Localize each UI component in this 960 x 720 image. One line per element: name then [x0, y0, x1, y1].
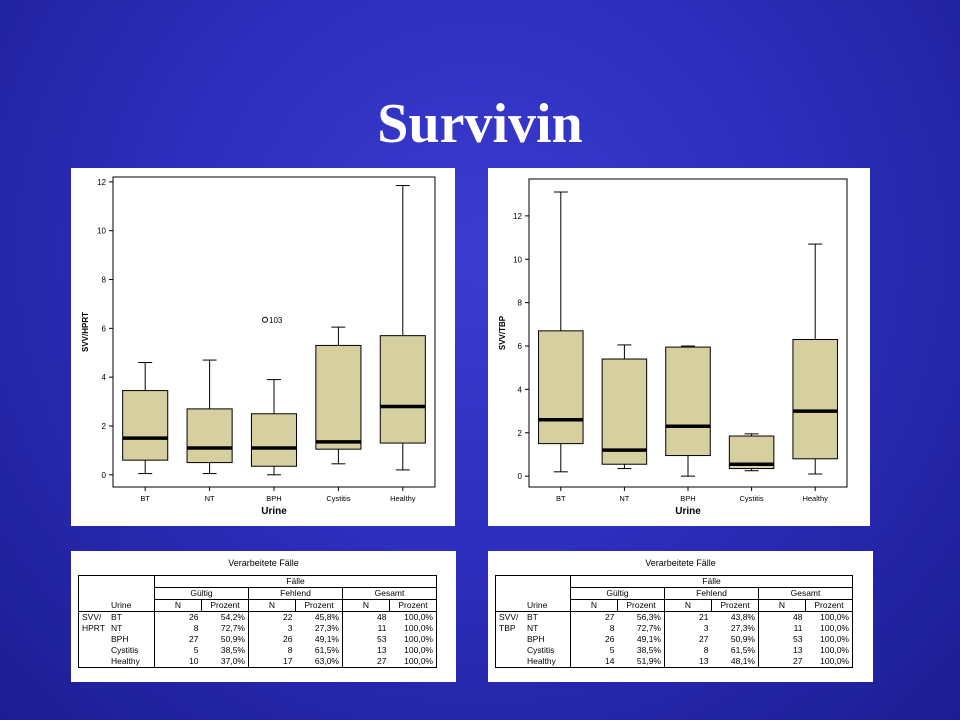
y-tick-label: 12	[97, 178, 106, 187]
y-tick-label: 8	[102, 276, 107, 285]
sub-header: Fehlend	[664, 587, 759, 600]
variable-label: SVV/	[78, 611, 108, 623]
x-tick-label: Cystitis	[740, 494, 764, 503]
box-iqr	[792, 339, 838, 460]
box-iqr	[250, 413, 298, 467]
table-row: BPH 27 50,9% 26 49,1% 53 100,0%	[78, 634, 437, 645]
column-header: Prozent	[711, 599, 759, 612]
x-tick-label: BT	[140, 494, 150, 503]
table-row: Healthy 10 37,0% 17 63,0% 27 100,0%	[78, 656, 437, 668]
x-axis-label: Urine	[675, 506, 701, 517]
case-summary-table: Fälle Gültig Fehlend Gesamt Urine N Proz…	[78, 575, 437, 668]
table-row: Healthy 14 51,9% 13 48,1% 27 100,0%	[495, 656, 853, 668]
case-table-panel-tbp: Verarbeitete Fälle Fälle Gültig Fehlend …	[488, 551, 873, 682]
y-tick-label: 6	[102, 324, 107, 333]
table-row: BPH 26 49,1% 27 50,9% 53 100,0%	[495, 634, 853, 645]
x-tick-label: BPH	[266, 494, 281, 503]
boxplot-panel-tbp: 0 2 4 6 8 10 12 BT NT BPH Cystitis Healthy Urine SVV/…	[488, 168, 870, 526]
column-header: Prozent	[617, 599, 665, 612]
y-axis-label: SVV/HPRT	[81, 312, 90, 352]
outlier-label: 103	[269, 316, 283, 325]
group-header: Fälle	[154, 575, 437, 588]
y-tick-label: 0	[518, 472, 523, 481]
variable-label: SVV/	[495, 611, 524, 623]
outlier-point	[262, 316, 268, 323]
y-tick-label: 8	[518, 299, 523, 308]
column-header: N	[342, 599, 390, 612]
y-tick-label: 6	[518, 342, 523, 351]
column-header: Prozent	[201, 599, 249, 612]
y-tick-label: 10	[513, 255, 522, 264]
column-header: N	[154, 599, 202, 612]
column-header: N	[664, 599, 712, 612]
x-tick-label: Healthy	[802, 494, 828, 503]
box-iqr	[186, 408, 233, 464]
table-row: SVV/ BT 27 56,3% 21 43,8% 48 100,0%	[495, 611, 853, 623]
slide-title: Survivin	[377, 93, 583, 155]
column-header: Prozent	[805, 599, 853, 612]
table-row: TBP NT 8 72,7% 3 27,3% 11 100,0%	[495, 623, 853, 634]
table-row: SVV/ BT 26 54,2% 22 45,8% 48 100,0%	[78, 611, 437, 623]
box-iqr	[122, 390, 169, 461]
table-caption: Verarbeitete Fälle	[228, 558, 299, 568]
x-tick-label: Cystitis	[326, 494, 350, 503]
sub-header: Gesamt	[758, 587, 853, 600]
box-iqr	[538, 330, 584, 445]
case-summary-table: Fälle Gültig Fehlend Gesamt Urine N Proz…	[495, 575, 853, 668]
table-caption: Verarbeitete Fälle	[645, 558, 716, 568]
y-tick-label: 2	[518, 429, 523, 438]
column-header: N	[758, 599, 806, 612]
group-header: Fälle	[570, 575, 853, 588]
boxplot-hprt: 0 2 4 6 8 10 12 BT NT BPH Cystitis Healthy 103 Urine S…	[81, 176, 436, 517]
column-header: Urine	[524, 599, 571, 612]
y-tick-label: 0	[102, 471, 107, 480]
x-tick-label: NT	[619, 494, 629, 503]
column-header: Prozent	[295, 599, 343, 612]
x-axis-label: Urine	[261, 506, 287, 517]
boxplot-tbp: 0 2 4 6 8 10 12 BT NT BPH Cystitis Healthy Urine SVV/…	[498, 178, 848, 517]
y-tick-label: 2	[102, 422, 107, 431]
box-iqr	[601, 358, 648, 465]
variable-label: TBP	[495, 623, 524, 634]
x-tick-label: NT	[205, 494, 215, 503]
box-iqr	[379, 335, 426, 444]
y-axis-label: SVV/TBP	[498, 315, 507, 350]
column-header: Prozent	[389, 599, 437, 612]
column-header: N	[570, 599, 618, 612]
y-tick-label: 12	[513, 212, 522, 221]
boxplot-panel-hprt: 0 2 4 6 8 10 12 BT NT BPH Cystitis Healthy 103 Urine S…	[71, 168, 455, 526]
box-iqr	[665, 346, 711, 457]
x-tick-label: BPH	[680, 494, 695, 503]
y-tick-label: 10	[97, 227, 106, 236]
table-row: Cystitis 5 38,5% 8 61,5% 13 100,0%	[495, 645, 853, 656]
x-tick-label: BT	[556, 494, 566, 503]
table-row: HPRT NT 8 72,7% 3 27,3% 11 100,0%	[78, 623, 437, 634]
sub-header: Gesamt	[342, 587, 437, 600]
variable-label: HPRT	[78, 623, 108, 634]
table-row: Cystitis 5 38,5% 8 61,5% 13 100,0%	[78, 645, 437, 656]
y-tick-label: 4	[518, 385, 523, 394]
sub-header: Fehlend	[248, 587, 343, 600]
column-header: N	[248, 599, 296, 612]
column-header: Urine	[108, 599, 155, 612]
case-table-panel-hprt: Verarbeitete Fälle Fälle Gültig Fehlend …	[71, 551, 456, 682]
sub-header: Gültig	[154, 587, 249, 600]
x-tick-label: Healthy	[390, 494, 416, 503]
sub-header: Gültig	[570, 587, 665, 600]
box-iqr	[315, 344, 362, 450]
y-tick-label: 4	[102, 373, 107, 382]
